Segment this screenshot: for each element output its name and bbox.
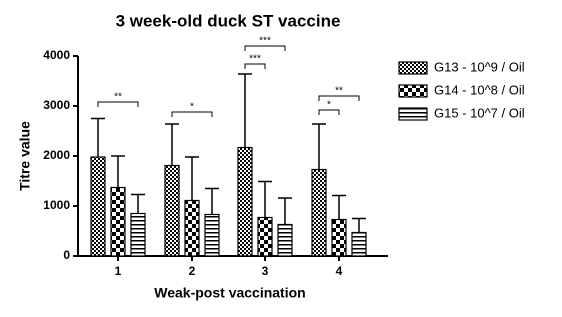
legend-label: G15 - 10^7 / Oil — [434, 105, 525, 120]
error-bar — [352, 217, 366, 233]
error-bar — [165, 123, 179, 166]
y-tick-label: 4000 — [43, 48, 70, 62]
y-tick-label: 2000 — [43, 148, 70, 162]
error-bar — [205, 187, 219, 215]
bar — [237, 146, 253, 257]
significance-bracket — [171, 111, 213, 117]
error-bar — [131, 193, 145, 214]
y-axis-label: Titre value — [17, 121, 33, 191]
significance-bracket — [244, 45, 286, 51]
legend-swatch — [398, 84, 428, 98]
x-tick-label: 4 — [336, 264, 343, 278]
legend-label: G14 - 10^8 / Oil — [434, 82, 525, 97]
error-bar — [238, 73, 252, 148]
bar — [204, 213, 220, 257]
bar — [257, 216, 273, 257]
significance-bracket — [97, 101, 139, 107]
error-bar — [312, 123, 326, 170]
legend-swatch — [398, 61, 428, 75]
y-tick-label: 1000 — [43, 198, 70, 212]
significance-label: ** — [114, 92, 122, 103]
significance-bracket — [318, 109, 340, 115]
bar — [351, 231, 367, 257]
bar — [277, 223, 293, 257]
significance-bracket — [244, 63, 266, 69]
significance-label: * — [327, 100, 331, 111]
legend-label: G13 - 10^9 / Oil — [434, 59, 525, 74]
x-tick-label: 3 — [262, 264, 269, 278]
chart-title: 3 week-old duck ST vaccine — [116, 11, 341, 30]
bar — [110, 186, 126, 257]
bar — [90, 156, 106, 257]
x-tick-label: 1 — [115, 264, 122, 278]
error-bar — [332, 194, 346, 220]
error-bar — [111, 155, 125, 188]
legend-swatch — [398, 107, 428, 121]
bar — [331, 218, 347, 257]
y-tick-label: 3000 — [43, 98, 70, 112]
bar — [130, 212, 146, 257]
bar — [311, 168, 327, 257]
bar — [184, 199, 200, 257]
significance-label: *** — [259, 36, 271, 47]
error-bar — [278, 197, 292, 225]
error-bar — [258, 180, 272, 218]
error-bar — [185, 156, 199, 201]
error-bar — [91, 117, 105, 157]
x-axis-label: Weak-post vaccination — [154, 285, 305, 301]
significance-label: *** — [249, 54, 261, 65]
y-tick-label: 0 — [63, 248, 70, 262]
significance-bracket — [318, 95, 360, 101]
significance-label: ** — [335, 86, 343, 97]
bar — [164, 164, 180, 257]
significance-label: * — [190, 102, 194, 113]
x-tick-label: 2 — [189, 264, 196, 278]
